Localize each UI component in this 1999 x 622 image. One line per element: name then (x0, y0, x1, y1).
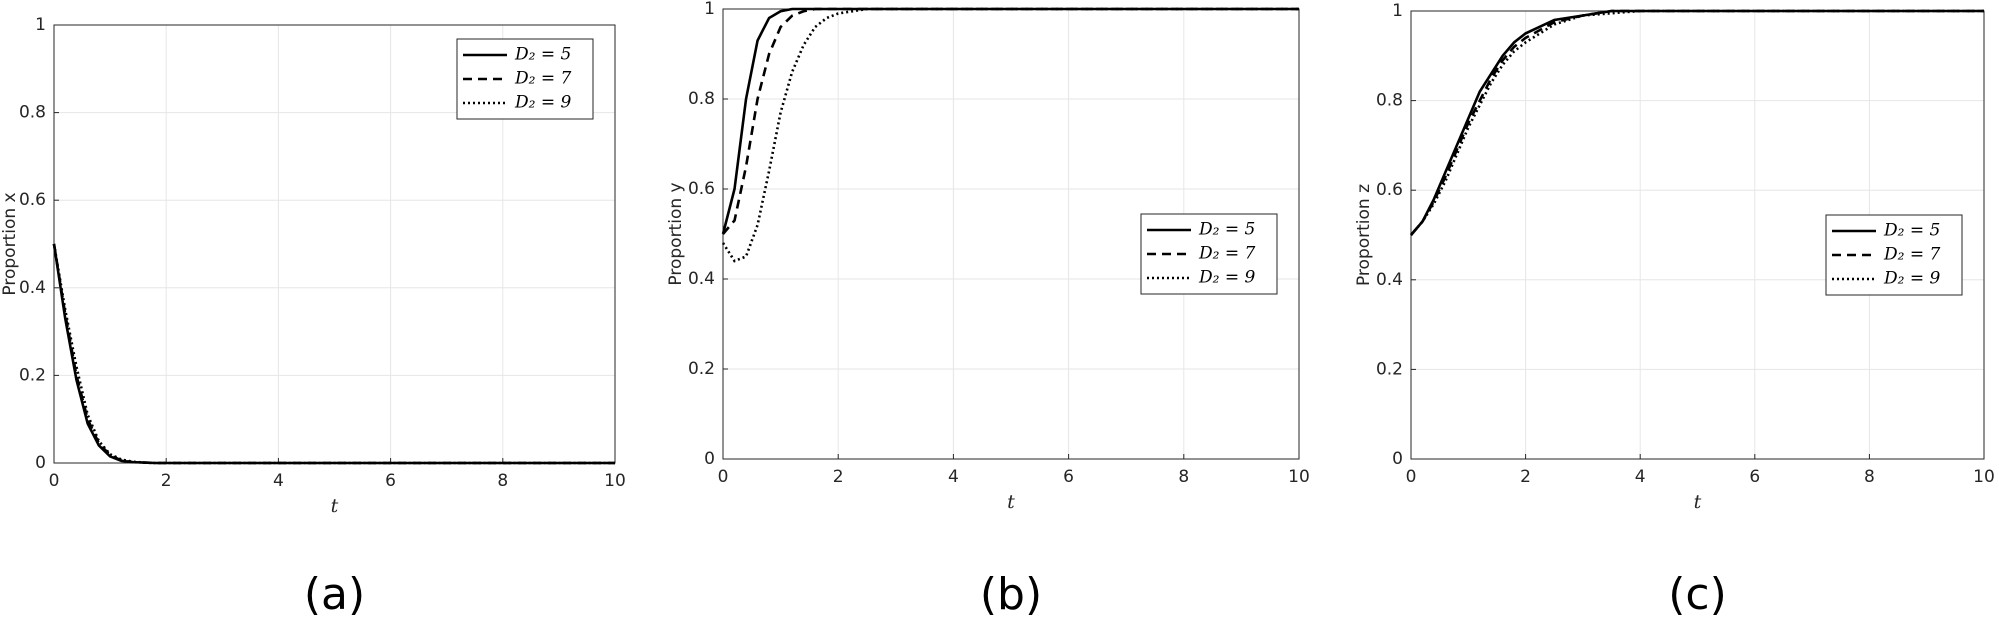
x-tick-label: 0 (1406, 467, 1417, 487)
x-tick-label: 8 (1864, 467, 1875, 487)
series-line (1410, 9, 1984, 236)
legend-label: D₂ = 5 (1198, 220, 1255, 240)
x-tick-label: 6 (385, 471, 396, 491)
y-tick-label: 0.8 (1376, 91, 1403, 111)
series-line (52, 243, 615, 465)
legend-label: D₂ = 5 (514, 45, 571, 65)
x-tick-label: 4 (948, 467, 959, 487)
legend-label: D₂ = 9 (514, 93, 571, 113)
legend-label: D₂ = 9 (1883, 269, 1940, 289)
x-tick-label: 0 (49, 471, 60, 491)
series-line (52, 243, 615, 465)
panel: 0 2 4 6 8 10 0 0.2 0.4 0.6 0.8 1 t Proportion y (b) D₂ … (666, 0, 1310, 620)
x-axis-label: t (1694, 491, 1702, 513)
y-tick-label: 0.4 (1376, 270, 1403, 290)
y-tick-label: 0.2 (19, 365, 46, 385)
x-axis-label: t (331, 495, 339, 517)
series-line (1410, 9, 1984, 236)
legend-label: D₂ = 7 (1883, 245, 1940, 265)
y-tick-label: 0.6 (688, 179, 715, 199)
y-tick-label: 0.6 (19, 190, 46, 210)
y-tick-label: 0.8 (688, 89, 715, 109)
legend-label: D₂ = 5 (1883, 221, 1940, 241)
series-line (722, 7, 1299, 235)
y-tick-label: 0.8 (19, 103, 46, 123)
panel: 0 2 4 6 8 10 0 0.2 0.4 0.6 0.8 1 t Proportion x (a) D₂ … (0, 15, 626, 620)
x-tick-label: 2 (1520, 467, 1531, 487)
panel: 0 2 4 6 8 10 0 0.2 0.4 0.6 0.8 1 t Proportion z (c) D₂ … (1354, 1, 1995, 620)
panel-caption: (c) (1668, 569, 1727, 620)
panel-caption: (a) (304, 569, 365, 620)
legend: D₂ = 5 D₂ = 7 D₂ = 9 (456, 38, 594, 120)
x-tick-label: 6 (1749, 467, 1760, 487)
y-tick-label: 0.4 (688, 269, 715, 289)
y-tick-label: 1 (704, 0, 715, 19)
x-tick-label: 0 (718, 467, 729, 487)
y-axis-label: Proportion y (666, 182, 686, 285)
y-tick-label: 0.2 (1376, 359, 1403, 379)
series-line (721, 7, 1299, 235)
x-tick-label: 2 (833, 467, 844, 487)
legend: D₂ = 5 D₂ = 7 D₂ = 9 (1140, 213, 1278, 295)
y-tick-label: 0 (35, 453, 46, 473)
legend-label: D₂ = 9 (1198, 268, 1255, 288)
y-tick-label: 0.2 (688, 359, 715, 379)
series-line (1410, 9, 1984, 236)
x-tick-label: 4 (273, 471, 284, 491)
x-tick-label: 10 (604, 471, 626, 491)
y-tick-label: 1 (1392, 1, 1403, 21)
legend-label: D₂ = 7 (514, 69, 571, 89)
x-tick-label: 2 (161, 471, 172, 491)
y-tick-label: 0.4 (19, 278, 46, 298)
y-tick-label: 0 (1392, 449, 1403, 469)
y-tick-label: 0.6 (1376, 180, 1403, 200)
series-line (721, 7, 1299, 263)
y-tick-label: 0 (704, 449, 715, 469)
y-tick-label: 1 (35, 15, 46, 35)
x-tick-label: 4 (1635, 467, 1646, 487)
x-tick-label: 10 (1288, 467, 1310, 487)
x-tick-label: 8 (1178, 467, 1189, 487)
panel-caption: (b) (980, 569, 1042, 620)
x-tick-label: 6 (1063, 467, 1074, 487)
legend-label: D₂ = 7 (1198, 244, 1255, 264)
x-tick-label: 8 (497, 471, 508, 491)
legend: D₂ = 5 D₂ = 7 D₂ = 9 (1825, 214, 1963, 296)
x-tick-label: 10 (1973, 467, 1995, 487)
y-axis-label: Proportion z (1354, 184, 1374, 286)
y-axis-label: Proportion x (0, 192, 20, 295)
series-line (52, 243, 615, 465)
x-axis-label: t (1007, 491, 1015, 513)
